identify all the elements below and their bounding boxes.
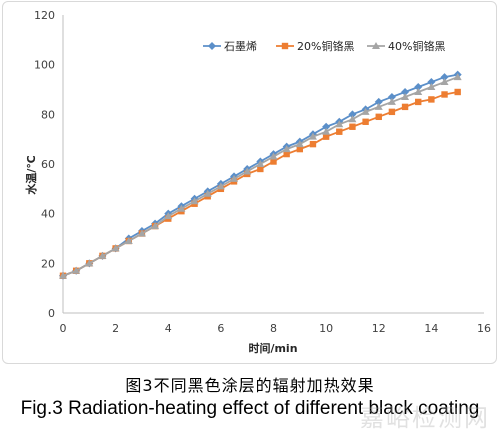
x-tick-label: 16: [477, 322, 491, 335]
data-point-marker: [440, 73, 449, 82]
y-tick-label: 80: [41, 108, 55, 121]
data-point-marker: [322, 127, 331, 135]
data-point-marker: [151, 222, 160, 230]
data-point-marker: [283, 150, 290, 158]
line-chart: 0 20 40 60 80 100 120 0 2 4 6 8 10 12 14 16 时间/min 水温/…: [24, 9, 492, 355]
data-point-marker: [428, 96, 435, 103]
series-2: [59, 88, 461, 279]
legend-label: 石墨烯: [224, 40, 257, 53]
legend-item: 40%铜铬黑: [367, 39, 445, 53]
legend-swatch-marker: [208, 42, 216, 50]
data-point-marker: [203, 189, 212, 197]
x-tick-label: 12: [372, 322, 386, 335]
data-point-marker: [243, 167, 252, 175]
chart-axes: [62, 15, 484, 314]
data-point-marker: [388, 108, 396, 116]
series-line: [62, 76, 459, 277]
data-point-marker: [296, 145, 304, 153]
data-point-marker: [322, 133, 330, 140]
data-point-marker: [348, 115, 357, 123]
legend-item: 20%铜铬黑: [276, 39, 354, 53]
data-point-marker: [414, 87, 423, 95]
data-point-marker: [85, 259, 94, 267]
data-point-marker: [441, 91, 448, 98]
x-tick-label: 0: [60, 322, 67, 335]
series-1: [59, 70, 462, 280]
series-3: [59, 73, 462, 279]
data-point-marker: [414, 83, 423, 92]
data-point-marker: [124, 236, 133, 244]
legend-item: 石墨烯: [203, 40, 257, 53]
data-point-marker: [440, 78, 449, 86]
data-point-marker: [164, 212, 173, 220]
x-tick-label: 14: [424, 322, 438, 335]
data-point-marker: [72, 266, 81, 274]
data-point-marker: [190, 197, 199, 205]
legend-label: 40%铜铬黑: [388, 39, 445, 53]
data-point-marker: [256, 160, 265, 167]
series-line: [62, 91, 458, 277]
x-tick-label: 4: [165, 322, 172, 335]
data-point-marker: [336, 128, 343, 135]
data-point-marker: [374, 102, 383, 110]
chart-frame: [2, 1, 497, 364]
y-tick-label: 40: [41, 208, 55, 221]
series-layer: [59, 70, 462, 280]
y-tick-labels: 0 20 40 60 80 100 120: [34, 9, 55, 320]
data-point-marker: [375, 113, 382, 121]
data-point-marker: [415, 98, 422, 106]
data-point-marker: [230, 174, 239, 182]
y-tick-label: 20: [41, 257, 55, 270]
data-point-marker: [387, 97, 396, 105]
data-point-marker: [427, 78, 436, 87]
data-point-marker: [177, 204, 186, 212]
x-axis-title: 时间/min: [248, 341, 297, 355]
data-point-marker: [453, 73, 462, 81]
data-point-marker: [362, 118, 369, 125]
figure-caption-english: Fig.3 Radiation-heating effect of differ…: [20, 398, 480, 419]
legend: 石墨烯 20%铜铬黑 40%铜铬黑: [203, 39, 445, 53]
data-point-marker: [282, 145, 291, 153]
data-point-marker: [216, 182, 225, 190]
data-point-marker: [401, 103, 409, 111]
data-point-marker: [59, 271, 67, 279]
data-point-marker: [137, 229, 146, 237]
x-tick-label: 8: [270, 322, 277, 335]
data-point-marker: [401, 92, 410, 100]
y-tick-label: 120: [34, 9, 55, 22]
data-point-marker: [348, 110, 357, 119]
data-point-marker: [454, 88, 461, 96]
data-point-marker: [374, 97, 383, 106]
y-tick-label: 0: [48, 307, 55, 320]
y-tick-label: 100: [34, 59, 55, 72]
data-point-marker: [269, 152, 278, 160]
data-point-marker: [349, 123, 356, 130]
data-point-marker: [322, 122, 331, 131]
data-point-marker: [111, 244, 120, 252]
data-point-marker: [387, 92, 396, 101]
data-point-marker: [335, 120, 344, 128]
y-axis-title: 水温/℃: [24, 155, 38, 194]
data-point-marker: [361, 107, 370, 115]
x-tick-label: 10: [319, 322, 333, 335]
x-tick-label: 2: [112, 322, 119, 335]
data-point-marker: [98, 251, 107, 259]
legend-swatch-marker: [281, 42, 289, 50]
y-tick-label: 60: [41, 158, 55, 171]
figure-caption-chinese: 图3不同黑色涂层的辐射加热效果: [125, 376, 375, 395]
data-point-marker: [308, 132, 317, 140]
x-tick-labels: 0 2 4 6 8 10 12 14 16: [60, 322, 492, 335]
data-point-marker: [427, 83, 436, 91]
data-point-marker: [401, 87, 410, 96]
legend-label: 20%铜铬黑: [297, 39, 354, 53]
data-point-marker: [257, 165, 264, 173]
data-point-marker: [295, 140, 304, 148]
watermark: 嘉峪检测网: [360, 404, 490, 432]
x-tick-label: 6: [217, 322, 224, 335]
data-point-marker: [270, 158, 277, 165]
legend-swatch-marker: [372, 42, 380, 49]
data-point-marker: [309, 140, 317, 148]
